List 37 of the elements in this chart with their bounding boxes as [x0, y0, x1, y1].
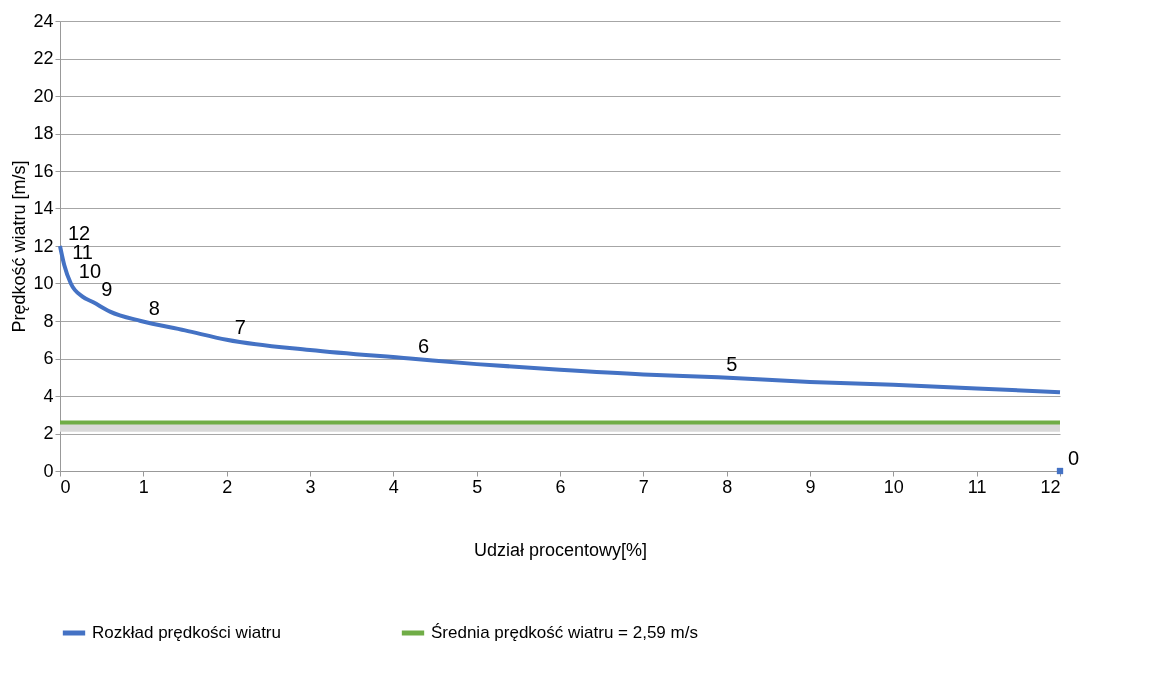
x-tick-label: 11	[967, 476, 987, 497]
x-tick-label: 0	[60, 476, 71, 497]
y-tick-label: 18	[33, 123, 54, 143]
y-tick-label: 4	[43, 385, 54, 406]
x-tick-label: 3	[305, 476, 316, 497]
line-series	[58, 244, 1062, 395]
x-tick-label: 10	[883, 476, 904, 497]
x-tick-label: 8	[722, 476, 733, 497]
y-tick-label: 6	[43, 348, 54, 368]
data-label: 5	[726, 353, 738, 376]
x-tick-label: 5	[472, 476, 483, 497]
x-tick-label: 12	[1040, 476, 1061, 497]
legend-label: Rozkład prędkości wiatru	[92, 623, 281, 642]
x-tick-label: 4	[388, 476, 399, 497]
x-tick-label: 9	[805, 476, 816, 497]
y-tick-label: 0	[43, 460, 54, 481]
y-tick-label: 14	[33, 198, 54, 218]
data-label: 0	[1068, 447, 1080, 469]
legend-label: Średnia prędkość wiatru = 2,59 m/s	[431, 623, 698, 642]
x-tick-label: 1	[138, 476, 149, 497]
y-tick-label: 22	[33, 48, 54, 68]
y-tick-label: 12	[33, 235, 54, 256]
y-tick-label: 2	[43, 423, 54, 443]
x-axis-title: Udział procentowy[%]	[473, 539, 648, 560]
y-axis-title: Prędkość wiatru [m/s]	[9, 160, 30, 333]
y-tick-label: 8	[43, 310, 54, 331]
y-tick-label: 24	[33, 10, 54, 31]
x-tick-label: 7	[638, 476, 649, 497]
data-label: 9	[101, 278, 113, 301]
x-tick-label: 2	[222, 476, 233, 497]
data-label: 6	[418, 334, 430, 357]
data-label: 7	[234, 315, 246, 338]
x-tick-label: 6	[555, 476, 566, 497]
y-tick-label: 16	[33, 160, 54, 181]
y-tick-label: 10	[33, 273, 54, 293]
y-tick-label: 20	[33, 85, 54, 106]
data-label: 8	[148, 297, 160, 319]
